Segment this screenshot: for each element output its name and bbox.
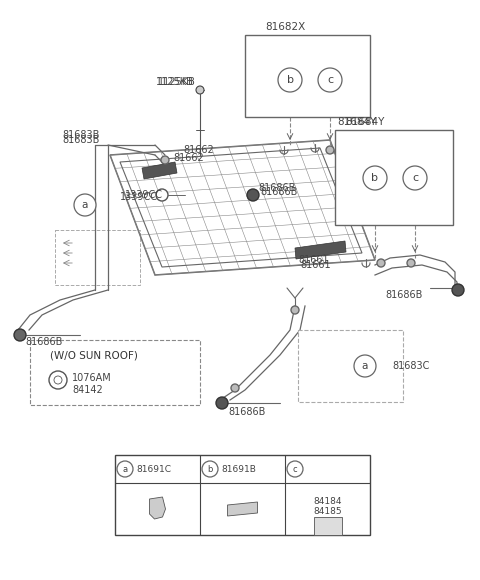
Circle shape xyxy=(363,166,387,190)
Text: a: a xyxy=(122,465,128,473)
Text: 1076AM: 1076AM xyxy=(72,373,112,383)
Bar xyxy=(30,340,200,405)
Bar xyxy=(298,330,403,402)
Circle shape xyxy=(49,371,67,389)
Text: c: c xyxy=(293,465,297,473)
Text: 81686B: 81686B xyxy=(385,290,422,300)
Text: 81686B: 81686B xyxy=(228,407,265,417)
Text: 1339CC: 1339CC xyxy=(120,192,158,202)
Circle shape xyxy=(403,166,427,190)
Text: 81662: 81662 xyxy=(183,145,214,155)
Circle shape xyxy=(54,376,62,384)
Text: 81686B: 81686B xyxy=(258,183,295,193)
Bar xyxy=(313,517,341,535)
Circle shape xyxy=(156,189,168,201)
Circle shape xyxy=(216,397,228,409)
Text: c: c xyxy=(412,173,418,183)
Circle shape xyxy=(291,306,299,314)
Text: b: b xyxy=(372,173,379,183)
Circle shape xyxy=(202,461,218,477)
Text: 1125KB: 1125KB xyxy=(158,77,196,87)
Text: 81686B: 81686B xyxy=(25,337,62,347)
Circle shape xyxy=(14,329,26,341)
Circle shape xyxy=(196,86,204,94)
Circle shape xyxy=(354,355,376,377)
Circle shape xyxy=(326,146,334,154)
Polygon shape xyxy=(142,162,177,179)
Circle shape xyxy=(318,68,342,92)
Text: 81661: 81661 xyxy=(300,260,331,270)
Text: 81683B: 81683B xyxy=(62,130,99,140)
Text: 84184: 84184 xyxy=(313,496,342,506)
Text: 1339CC: 1339CC xyxy=(125,190,163,200)
Bar xyxy=(245,35,370,117)
Text: b: b xyxy=(287,75,293,85)
Text: a: a xyxy=(362,361,368,371)
Text: a: a xyxy=(82,200,88,210)
Text: 81691C: 81691C xyxy=(136,465,171,473)
Text: 81684Y: 81684Y xyxy=(337,117,376,127)
Text: 81686B: 81686B xyxy=(260,187,298,197)
Text: 81682X: 81682X xyxy=(265,22,305,32)
Bar xyxy=(115,455,370,535)
Text: c: c xyxy=(327,75,333,85)
Circle shape xyxy=(117,461,133,477)
Circle shape xyxy=(452,284,464,296)
Circle shape xyxy=(74,194,96,216)
Circle shape xyxy=(287,461,303,477)
Text: 81691B: 81691B xyxy=(221,465,256,473)
Circle shape xyxy=(247,189,259,201)
Circle shape xyxy=(278,68,302,92)
Text: 81683B: 81683B xyxy=(62,135,99,145)
Text: 84142: 84142 xyxy=(72,385,103,395)
Text: 81683C: 81683C xyxy=(392,361,430,371)
Text: b: b xyxy=(207,465,213,473)
Circle shape xyxy=(407,259,415,267)
Text: 84185: 84185 xyxy=(313,507,342,516)
Text: (W/O SUN ROOF): (W/O SUN ROOF) xyxy=(50,350,138,360)
Circle shape xyxy=(231,384,239,392)
Bar xyxy=(335,130,453,225)
Text: 1125KB: 1125KB xyxy=(156,77,194,87)
Text: 81662: 81662 xyxy=(173,153,204,163)
Bar xyxy=(55,230,140,285)
Text: 81661: 81661 xyxy=(298,255,329,265)
Polygon shape xyxy=(228,502,257,516)
Polygon shape xyxy=(295,241,346,259)
Polygon shape xyxy=(149,497,166,519)
Circle shape xyxy=(377,259,385,267)
Circle shape xyxy=(161,156,169,164)
Text: 81684Y: 81684Y xyxy=(345,117,384,127)
